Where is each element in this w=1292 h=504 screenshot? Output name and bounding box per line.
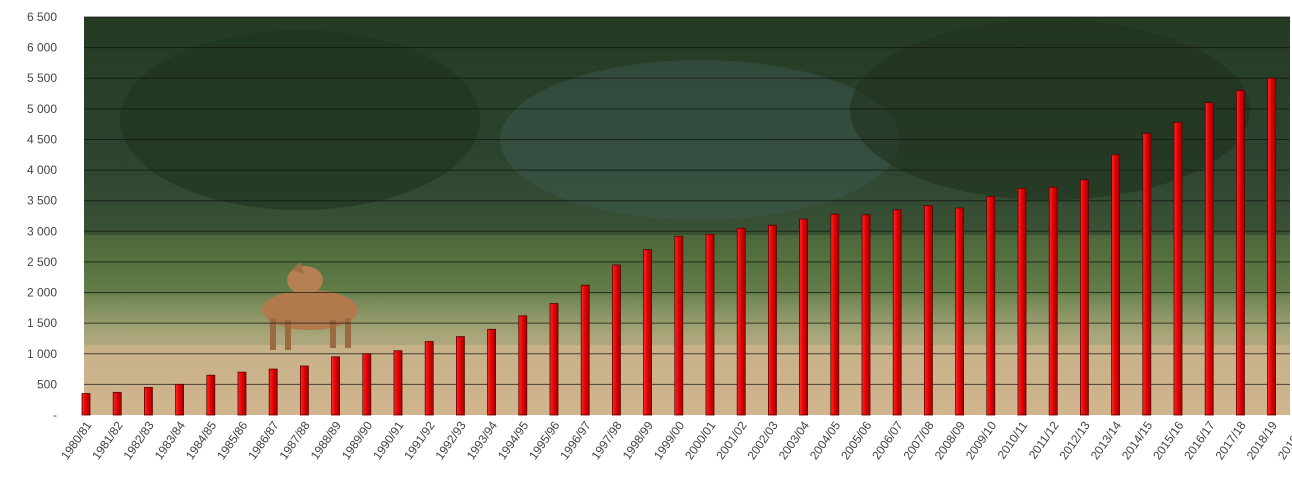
x-tick-label: 1991/92 (401, 418, 438, 462)
y-tick-label: 2 000 (27, 286, 57, 300)
y-tick-label: 1 000 (27, 347, 57, 361)
x-tick-label: 2015/16 (1150, 418, 1187, 462)
x-tick-label: 2002/03 (745, 418, 782, 462)
x-tick-label: 2017/18 (1213, 418, 1250, 462)
x-tick-label: 2012/13 (1057, 418, 1094, 462)
deer-illustration (262, 262, 358, 350)
bar (580, 284, 590, 416)
bar (112, 391, 122, 416)
bar (1173, 121, 1183, 416)
y-tick-label: 4 500 (27, 132, 57, 146)
x-tick-label: 1982/83 (121, 418, 158, 462)
x-tick-label: 2009/10 (963, 418, 1000, 462)
bars (81, 77, 1276, 416)
bar (549, 303, 559, 416)
x-tick-label: 1984/85 (183, 418, 220, 462)
x-tick-label: 1986/87 (245, 418, 282, 462)
y-tick-label: 5 000 (27, 102, 57, 116)
bar (487, 328, 497, 416)
bar (830, 213, 840, 416)
x-tick-label: 1998/99 (620, 418, 657, 462)
x-tick-label: 1995/96 (526, 418, 563, 462)
x-tick-label: 1997/98 (589, 418, 626, 462)
x-tick-label: 2001/02 (713, 418, 750, 462)
x-tick-label: 1987/88 (277, 418, 314, 462)
x-tick-label: 2003/04 (776, 418, 813, 462)
background-photo (84, 17, 1290, 415)
bar (299, 365, 309, 416)
bar (892, 209, 902, 416)
bar (1267, 77, 1276, 416)
bar (143, 387, 153, 416)
x-tick-label: 2016/17 (1181, 418, 1218, 462)
bar (799, 218, 808, 416)
bar (81, 393, 91, 416)
bar (674, 235, 684, 416)
bar (455, 336, 465, 416)
bar (331, 356, 341, 416)
bar (768, 224, 777, 416)
bar (986, 196, 996, 416)
y-tick-label: 6 500 (27, 10, 57, 24)
y-tick-label: 1 500 (27, 316, 57, 330)
bar (924, 205, 933, 416)
bar (175, 383, 185, 416)
bar (518, 315, 528, 416)
x-tick-label: 2005/06 (838, 418, 875, 462)
x-tick-label: 2013/14 (1088, 418, 1125, 462)
x-tick-label: 1989/90 (339, 418, 376, 462)
bar (1080, 179, 1089, 416)
x-tick-label: 2007/08 (901, 418, 938, 462)
bar (424, 341, 434, 416)
bar (268, 368, 278, 416)
y-axis-ticks: - 500 1 000 1 500 2 000 2 500 3 000 3 500 4 000 4… (27, 10, 57, 422)
bar (736, 227, 746, 416)
x-tick-label: 2008/09 (932, 418, 969, 462)
x-tick-label: 2010/11 (995, 418, 1031, 461)
x-tick-label: 1981/82 (89, 418, 126, 462)
y-tick-label: 2 500 (27, 255, 57, 269)
x-tick-label: 1983/84 (152, 418, 189, 462)
x-axis-ticks: 1980/811981/821982/831983/841984/851985/… (58, 418, 1292, 462)
y-tick-label: 500 (37, 377, 57, 391)
bar (955, 207, 964, 416)
x-tick-label: 1994/95 (495, 418, 532, 462)
x-tick-label: 2006/07 (869, 418, 906, 462)
gridlines (84, 16, 1290, 385)
bar (1236, 90, 1245, 416)
y-tick-label: 3 000 (27, 224, 57, 238)
bar (1111, 154, 1120, 416)
bar (612, 264, 621, 416)
x-tick-label: 2004/05 (807, 418, 844, 462)
x-tick-label: 1990/91 (370, 418, 407, 462)
bar (1142, 132, 1152, 416)
x-tick-label: 2000/01 (682, 418, 719, 462)
y-tick-label: - (53, 408, 57, 422)
bar (643, 249, 652, 416)
bar (1204, 102, 1214, 416)
x-tick-label: 2018/19 (1244, 418, 1281, 462)
y-tick-label: 3 500 (27, 194, 57, 208)
x-tick-label: 2014/15 (1119, 418, 1156, 462)
y-tick-label: 4 000 (27, 163, 57, 177)
y-tick-label: 5 500 (27, 71, 57, 85)
bar (1048, 186, 1058, 416)
x-tick-label: 1985/86 (214, 418, 251, 462)
bar (705, 233, 715, 416)
bar (206, 374, 216, 416)
x-tick-label: 1993/94 (464, 418, 501, 462)
bar (393, 350, 403, 416)
x-tick-label: 1999/00 (651, 418, 688, 462)
bar (1017, 188, 1027, 416)
x-tick-label: 1980/81 (58, 418, 95, 462)
bar (861, 214, 871, 416)
x-tick-label: 1992/93 (433, 418, 470, 462)
y-tick-label: 6 000 (27, 41, 57, 55)
x-tick-label: 1988/89 (308, 418, 345, 462)
bar (237, 371, 247, 416)
bar (362, 353, 372, 416)
x-tick-label: 1996/97 (557, 418, 594, 462)
